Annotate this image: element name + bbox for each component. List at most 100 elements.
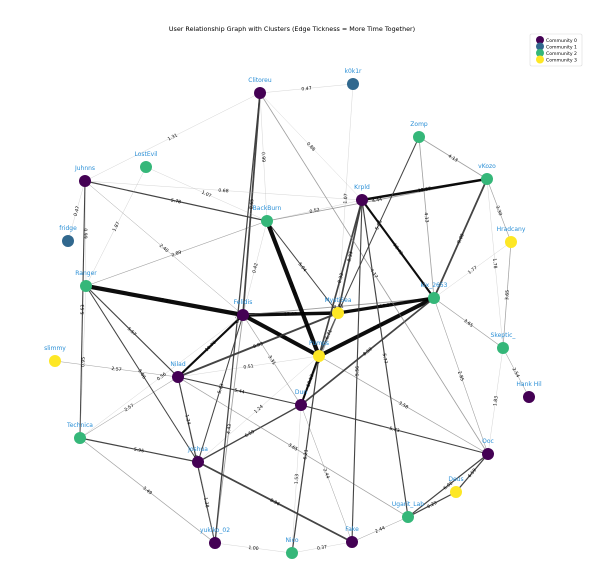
- edge-ranger-joshua: [85, 285, 199, 463]
- edge-weight-label: 5.77: [381, 353, 388, 364]
- edge-kix-vkozo: [433, 178, 488, 299]
- edge-skeptic-ooc: [487, 347, 504, 455]
- edge-weight-label: 21.56: [287, 281, 297, 296]
- node-label-ooc: Ooc: [482, 438, 494, 445]
- edge-nilad-dun: [177, 376, 302, 406]
- edge-weight-label: 9.93: [252, 341, 264, 350]
- edge-ooc-ugarit: [407, 453, 489, 518]
- edge-weight-label: 3.65: [287, 442, 299, 452]
- node-nico: [286, 547, 298, 559]
- edge-mystics-nilad: [177, 312, 339, 378]
- edge-pumps-krpld: [318, 199, 363, 357]
- edge-weight-label: 1.07: [343, 193, 350, 204]
- edge-backburn-ranger: [85, 220, 268, 287]
- edge-weight-label: 5.53: [80, 304, 86, 314]
- edge-hradcany-skeptic: [502, 241, 512, 349]
- edge-dun-ooc: [300, 404, 489, 455]
- edge-weight-label: 9.00: [456, 233, 466, 245]
- edge-weight-label: 12.37: [418, 186, 432, 194]
- edge-weight-label: 1.24: [183, 414, 191, 425]
- edge-vkozo-skeptic: [486, 178, 504, 349]
- edge-weight-label: 6.59: [467, 467, 478, 479]
- node-label-zomp: Zomp: [410, 121, 428, 128]
- edge-weight-label: 8.65: [249, 199, 256, 210]
- legend: Community 0 Community 1 Community 2 Comm…: [529, 33, 583, 67]
- edge-kix-zomp: [418, 136, 435, 299]
- node-hankhil: [523, 391, 535, 403]
- edge-weight-label: 1.28: [202, 497, 210, 508]
- edge-dun-kix: [300, 297, 435, 406]
- edge-pumps-kix: [318, 296, 435, 358]
- edge-pumps-joshua: [197, 355, 320, 463]
- node-label-hradcany: Hradcany: [497, 226, 526, 233]
- edge-weight-label: 8.33: [337, 272, 346, 284]
- node-label-yukiko: yukiko_02: [200, 527, 230, 534]
- edge-weight-label: 16.39: [379, 302, 393, 310]
- node-label-k0k1r: k0k1r: [344, 68, 362, 75]
- edge-clitoreu-juhnns: [84, 92, 261, 182]
- edge-weight-label: 17.03: [284, 311, 297, 317]
- edge-weight-label: 5.04: [297, 261, 308, 273]
- edge-weight-label: 5.06: [136, 368, 147, 380]
- edge-weight-label: 6.59: [244, 429, 256, 439]
- node-label-ugarit: Ugarit_Lab: [392, 501, 424, 508]
- edge-weight-label: 5.73: [389, 426, 400, 434]
- nodes-layer: [49, 78, 535, 559]
- edge-weight-label: 0.99: [82, 228, 88, 238]
- node-felidis: [237, 309, 249, 321]
- node-label-backburn: BackBurn: [253, 205, 282, 212]
- edge-weight-label: 3.31: [266, 354, 277, 366]
- edge-weight-label: 2.44: [374, 525, 386, 535]
- node-dun: [295, 399, 307, 411]
- edge-nilad-ranger: [85, 285, 179, 378]
- edge-juhnns-technica: [79, 180, 86, 439]
- edge-dun-fake: [300, 404, 353, 543]
- node-label-fridge: fridge: [59, 225, 77, 232]
- edge-weight-label: 2.89: [171, 249, 183, 258]
- legend-marker-community-2: [536, 49, 544, 57]
- node-pumps: [313, 350, 325, 362]
- edge-felidis-clitoreu: [242, 92, 261, 316]
- edge-kix-skeptic: [433, 297, 504, 349]
- edge-juhnns-fridge: [67, 180, 86, 242]
- edge-weight-label: 5.44: [234, 387, 245, 395]
- edge-weight-label: 0.47: [301, 86, 312, 93]
- node-zomp: [413, 131, 425, 143]
- edge-fake-ugarit: [351, 516, 409, 543]
- node-label-dun: Dun: [295, 389, 307, 396]
- node-fridge: [62, 235, 74, 247]
- node-label-clitoreu: Clitoreu: [248, 77, 272, 84]
- edges-layer: [54, 83, 530, 554]
- edge-ooc-deus: [455, 453, 489, 493]
- edge-krpld-backburn: [266, 199, 363, 222]
- node-mystics: [332, 307, 344, 319]
- node-kix: [428, 292, 440, 304]
- edge-krpld-kix: [361, 199, 435, 299]
- edge-weight-label: 6.29: [426, 500, 438, 510]
- node-lostevil: [140, 161, 152, 173]
- edge-clitoreu-k0k1r: [259, 83, 354, 94]
- edge-weight-label: 2.54: [511, 367, 521, 379]
- edge-pumps-nilad: [177, 355, 320, 378]
- edge-clitoreu-ooc: [259, 92, 489, 455]
- edge-weight-label: 0.51: [243, 363, 254, 370]
- edge-weight-label: 2.40: [158, 243, 170, 254]
- edge-krpld-ugarit: [361, 199, 409, 518]
- node-label-mystics: MystiSea: [324, 297, 351, 304]
- edge-weight-label: 20.01: [274, 330, 288, 342]
- edge-weight-label: 0.68: [218, 188, 229, 195]
- edge-weight-label: 0.42: [251, 262, 259, 273]
- edge-zomp-mystics: [337, 136, 420, 314]
- edge-weight-label: 0.95: [80, 357, 86, 368]
- edge-joshua-yukiko: [197, 461, 216, 544]
- node-label-fake: Fake: [345, 526, 359, 533]
- node-krpld: [356, 194, 368, 206]
- edge-weight-label: 20.18: [370, 322, 385, 333]
- edge-weight-label: 0.47: [73, 205, 82, 217]
- edge-labels-layer: 17.0320.0110.7627.430.428.652.404.433.31…: [73, 86, 521, 553]
- node-hradcany: [505, 236, 517, 248]
- edge-fake-nico: [291, 541, 353, 554]
- edge-weight-label: 3.65: [462, 318, 474, 329]
- edge-weight-label: 5.95: [133, 447, 144, 455]
- edge-vkozo-hradcany: [486, 178, 512, 243]
